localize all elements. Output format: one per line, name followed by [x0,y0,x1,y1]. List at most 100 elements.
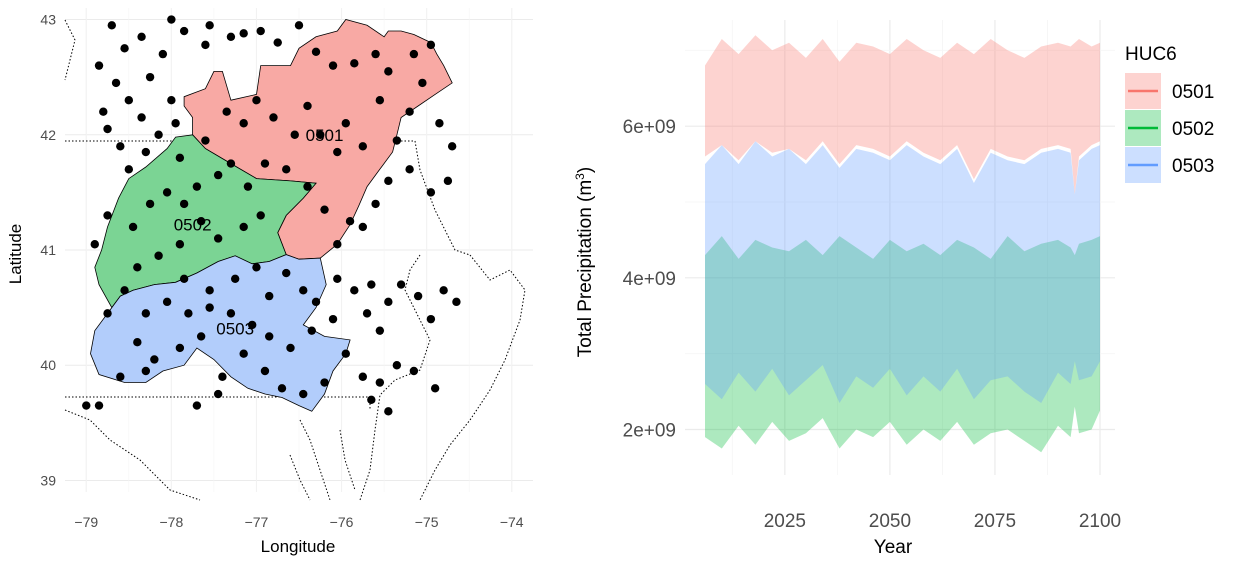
station-point [282,268,291,278]
station-point [162,188,172,197]
station-point [162,297,172,307]
station-point [443,176,453,186]
station-point [192,182,202,191]
station-point [371,49,380,59]
station-point [192,401,202,410]
station-point [299,286,308,295]
station-point [179,199,189,209]
map-x-tick-label: −77 [245,514,269,530]
station-point [239,29,248,38]
area-y-axis-label: Total Precipitation (m3) [573,167,596,357]
area-series-0501 [705,35,1100,195]
station-point [128,222,138,232]
area-series [705,35,1100,453]
station-point [103,124,112,134]
station-point [94,61,104,70]
map-x-axis-label: Longitude [261,537,336,556]
station-point [294,21,304,30]
station-point [273,38,282,47]
map-y-tick-label: 43 [40,12,56,28]
station-point [277,384,287,393]
station-point [137,113,146,122]
map-y-tick-labels: 39 40 41 42 43 [40,12,56,489]
map-x-tick-label: −74 [500,514,524,530]
station-point [107,21,117,30]
station-point [141,309,151,318]
station-point [447,142,457,151]
area-series-0503 [705,141,1100,404]
station-point [230,274,240,284]
station-point [175,240,185,249]
station-point [452,297,461,307]
station-point [154,130,163,139]
station-point [307,326,316,335]
station-point [282,165,291,174]
station-point [82,401,91,410]
legend: HUC6 0501 0502 0503 [1125,44,1214,183]
station-point [409,366,419,376]
station-point [116,142,125,151]
station-point [124,95,134,105]
area-y-tick-labels: 2e+09 4e+09 6e+09 [623,117,676,441]
station-point [218,372,227,381]
station-point [154,251,163,260]
station-point [171,119,180,128]
station-point [201,136,210,145]
station-point [179,274,189,284]
station-point [435,119,444,128]
station-point [384,297,393,307]
legend-item-0501: 0501 [1125,73,1214,109]
area-x-tick-label: 2075 [974,511,1016,532]
station-point [260,366,270,376]
station-point [341,349,350,358]
station-point [145,199,155,209]
station-point [145,72,155,82]
station-point [333,147,342,157]
legend-label-0502: 0502 [1172,119,1214,140]
station-point [333,274,342,284]
station-point [311,47,321,56]
station-point [205,303,214,312]
station-point [226,309,236,318]
station-point [252,95,261,105]
station-point [167,95,176,105]
station-point [94,401,104,410]
station-point [239,222,248,232]
station-point [345,216,355,226]
station-point [375,326,385,335]
station-point [239,119,248,128]
station-point [265,291,274,301]
station-point [316,130,325,139]
station-point [320,378,329,387]
area-series-0502 [705,236,1100,453]
station-point [375,378,385,387]
station-point [405,165,414,174]
state-border-nj [359,254,431,501]
station-point [409,49,419,59]
station-point [167,15,176,24]
station-point [426,40,436,50]
station-point [90,240,99,249]
station-point [124,165,134,174]
station-point [413,291,423,301]
station-point [175,343,185,353]
station-point [384,176,393,186]
station-point [303,101,312,111]
station-point [184,309,193,318]
map-x-tick-label: −78 [159,514,183,530]
area-y-axis-label-end: ) [575,167,596,173]
region-label-0502: 0502 [174,216,212,235]
station-point [116,372,125,381]
region-label-0503: 0503 [216,319,254,338]
station-point [179,26,189,36]
station-point [375,95,385,105]
station-point [141,147,151,157]
station-point [392,136,402,145]
station-point [133,337,142,347]
station-point [213,389,223,399]
station-point [150,355,159,364]
station-point [226,32,236,42]
station-point [396,280,406,289]
area-grid [685,20,1115,475]
map-y-axis-label: Latitude [6,224,25,285]
